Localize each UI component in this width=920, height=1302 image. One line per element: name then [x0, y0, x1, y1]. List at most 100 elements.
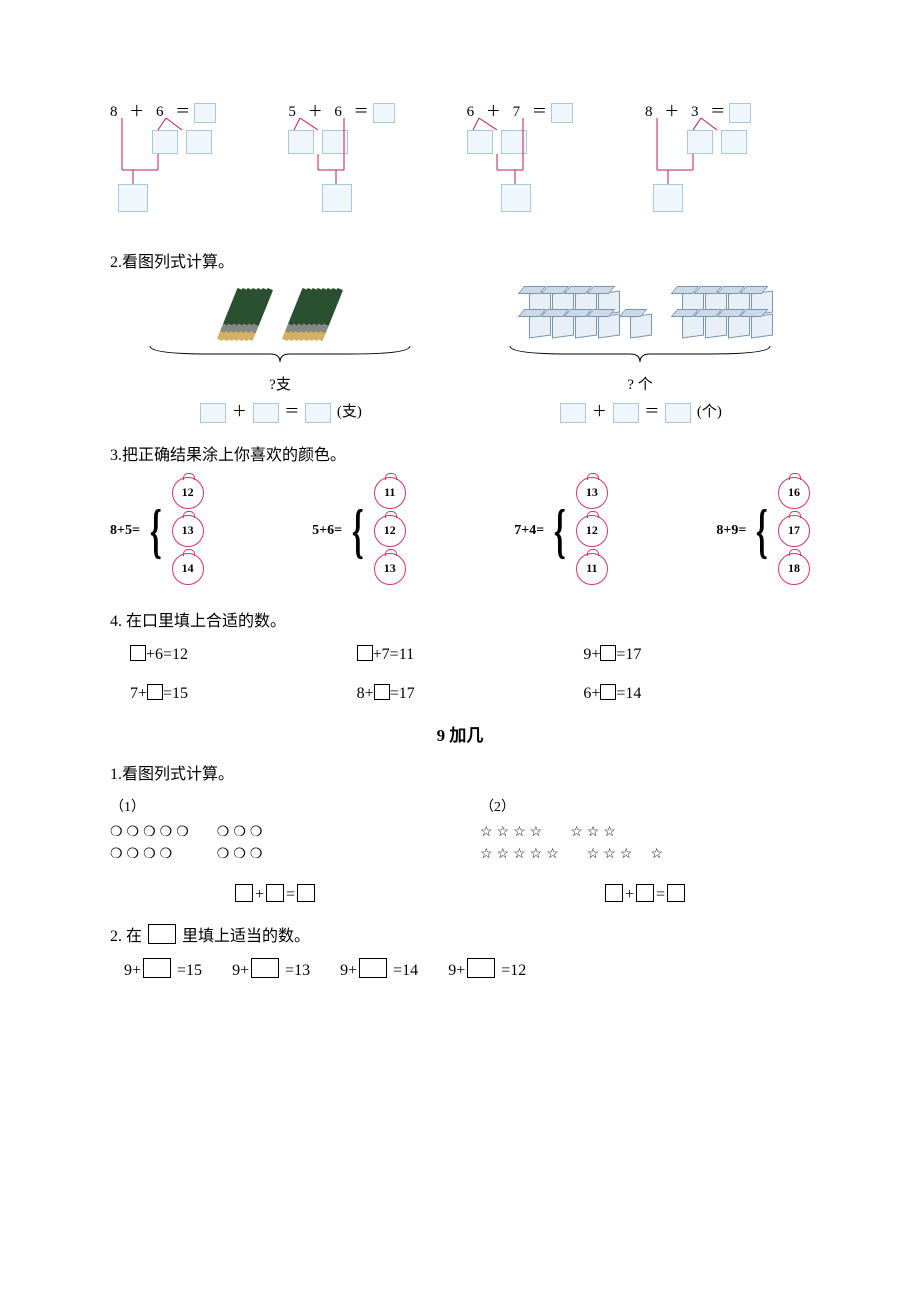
decomp-item: 6 ＋ 7 ＝ — [467, 100, 632, 220]
p3-item: 5+6= { 11 12 13 — [312, 477, 406, 585]
s1-col-1: （1） ❍❍❍❍❍ ❍❍❍❍ ❍❍❍ ❍❍❍ += — [110, 796, 440, 904]
star-row: ☆☆☆ — [587, 844, 637, 866]
result-box[interactable] — [118, 184, 148, 212]
fill-box[interactable] — [143, 958, 171, 978]
fruit-option[interactable]: 16 — [778, 477, 810, 509]
answer-box[interactable] — [729, 103, 751, 123]
pens-equation: ＋ ＝ (支) — [110, 400, 450, 423]
fill-box[interactable] — [359, 958, 387, 978]
fill-box[interactable] — [200, 403, 226, 423]
cubes-left-group — [518, 292, 641, 337]
fill-box[interactable] — [600, 684, 616, 700]
p2-title: 2.看图列式计算。 — [110, 248, 810, 272]
circle-row: ❍❍❍ — [217, 822, 267, 844]
fruit-option[interactable]: 13 — [172, 515, 204, 547]
fill-box[interactable] — [667, 884, 685, 902]
s2-eq: 9+ =12 — [448, 958, 526, 980]
fill-box[interactable] — [130, 645, 146, 661]
fill-box[interactable] — [235, 884, 253, 902]
p4-eq: +6=12 — [130, 645, 357, 664]
fill-box[interactable] — [600, 645, 616, 661]
star-row: ☆☆☆☆☆ — [480, 844, 563, 866]
example-box — [148, 924, 176, 944]
fill-box[interactable] — [305, 403, 331, 423]
fill-box[interactable] — [467, 958, 495, 978]
fill-box[interactable] — [636, 884, 654, 902]
circle-row: ❍❍❍❍❍ — [110, 822, 193, 844]
brace-icon: { — [554, 503, 566, 559]
decomp-item: 8 ＋ 3 ＝ — [645, 100, 810, 220]
p2-cubes-col: ? 个 ＋ ＝ (个) — [470, 284, 810, 423]
pens-left-group — [228, 287, 263, 342]
cubes-qlabel: ? 个 — [470, 373, 810, 394]
split-box[interactable] — [501, 130, 527, 154]
star-row: ☆☆☆ — [570, 822, 620, 844]
cube — [619, 315, 641, 337]
answer-box[interactable] — [551, 103, 573, 123]
decomp-item: 8 ＋ 6 ＝ — [110, 100, 275, 220]
cube — [740, 315, 762, 337]
pens-right-group — [293, 287, 333, 342]
p4-eq: 8+=17 — [357, 684, 584, 703]
problem-2: 2.看图列式计算。 ?支 ＋ ＝ (支) — [110, 248, 810, 423]
cubes-right-group — [671, 292, 762, 337]
fruit-option[interactable]: 12 — [172, 477, 204, 509]
p4-eq: +7=11 — [357, 645, 584, 664]
fruit-option[interactable]: 13 — [576, 477, 608, 509]
fill-box[interactable] — [251, 958, 279, 978]
split-box[interactable] — [721, 130, 747, 154]
p3-title: 3.把正确结果涂上你喜欢的颜色。 — [110, 441, 810, 465]
answer-box[interactable] — [373, 103, 395, 123]
p4-eq: 7+=15 — [130, 684, 357, 703]
result-box[interactable] — [322, 184, 352, 212]
star-row: ☆☆☆☆ — [480, 822, 546, 844]
answer-box[interactable] — [194, 103, 216, 123]
result-box[interactable] — [653, 184, 683, 212]
fruit-option[interactable]: 12 — [576, 515, 608, 547]
fill-box[interactable] — [613, 403, 639, 423]
decomp-expr: 8 ＋ 3 ＝ — [645, 100, 810, 123]
fill-box[interactable] — [560, 403, 586, 423]
p3-item: 8+5= { 121314 — [110, 477, 204, 585]
fruit-option[interactable]: 13 — [374, 553, 406, 585]
problem-3: 3.把正确结果涂上你喜欢的颜色。 8+5= { 121314 5+6= { 11… — [110, 441, 810, 585]
fruit-option[interactable]: 17 — [778, 515, 810, 547]
p3-expr: 5+6= — [312, 523, 342, 539]
fruit-option[interactable]: 14 — [172, 553, 204, 585]
brace-pens — [110, 344, 450, 364]
fruit-option[interactable]: 12 — [374, 515, 406, 547]
section-title-9: 9 加几 — [110, 721, 810, 746]
p4-title: 4. 在口里填上合适的数。 — [110, 607, 810, 631]
fill-box[interactable] — [605, 884, 623, 902]
cube — [671, 315, 693, 337]
p3-item: 8+9= { 161718 — [716, 477, 810, 585]
split-box[interactable] — [152, 130, 178, 154]
fill-box[interactable] — [253, 403, 279, 423]
split-box[interactable] — [687, 130, 713, 154]
s2-title: 2. 在 里填上适当的数。 — [110, 922, 810, 946]
fill-box[interactable] — [374, 684, 390, 700]
fruit-option[interactable]: 11 — [374, 477, 406, 509]
p4-eq: 6+=14 — [583, 684, 810, 703]
split-box[interactable] — [322, 130, 348, 154]
fruit-option[interactable]: 18 — [778, 553, 810, 585]
fill-box[interactable] — [297, 884, 315, 902]
decomp-expr: 6 ＋ 7 ＝ — [467, 100, 632, 123]
s2-eq: 9+ =14 — [340, 958, 418, 980]
result-box[interactable] — [501, 184, 531, 212]
fruit-option[interactable]: 11 — [576, 553, 608, 585]
star-row: ☆ — [650, 844, 667, 866]
p4-eq: 9+=17 — [583, 645, 810, 664]
brace-icon: { — [352, 503, 364, 559]
split-box[interactable] — [288, 130, 314, 154]
fill-box[interactable] — [357, 645, 373, 661]
pens-qlabel: ?支 — [110, 373, 450, 394]
circle-row: ❍❍❍❍ — [110, 844, 193, 866]
s1-label-2: （2） — [480, 796, 810, 816]
fill-box[interactable] — [266, 884, 284, 902]
split-box[interactable] — [186, 130, 212, 154]
fill-box[interactable] — [147, 684, 163, 700]
s2: 2. 在 里填上适当的数。 9+ =159+ =139+ =149+ =12 — [110, 922, 810, 980]
fill-box[interactable] — [665, 403, 691, 423]
split-box[interactable] — [467, 130, 493, 154]
